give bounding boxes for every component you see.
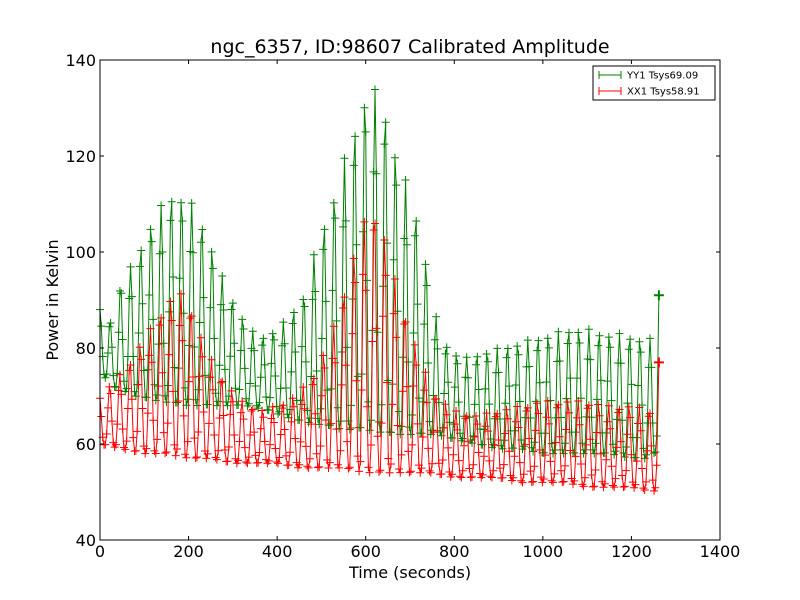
series-end-marker [653,290,664,301]
series-end-marker [653,357,664,368]
y-tick-label: 60 [76,435,96,454]
x-axis-label: Time (seconds) [348,563,471,582]
x-tick-label: 1400 [700,542,741,561]
x-tick-label: 600 [350,542,381,561]
x-tick-label: 0 [95,542,105,561]
legend-marker [598,71,622,79]
y-tick-label: 120 [65,147,96,166]
y-axis: 40 60 80 100 120 140 [65,51,720,550]
legend-item: XX1 Tsys58.91 [598,87,700,98]
y-tick-label: 100 [65,243,96,262]
legend-label: XX1 Tsys58.91 [627,87,700,98]
legend: YY1 Tsys69.09 XX1 Tsys58.91 [592,65,716,101]
y-tick-label: 40 [76,531,96,550]
legend-label: YY1 Tsys69.09 [626,71,698,82]
chart-title: ngc_6357, ID:98607 Calibrated Amplitude [210,36,609,58]
y-tick-label: 80 [76,339,96,358]
y-tick-label: 140 [65,51,96,70]
x-tick-label: 400 [262,542,293,561]
x-tick-label: 200 [173,542,204,561]
plot-frame [99,59,721,541]
x-tick-label: 1200 [611,542,652,561]
legend-item: YY1 Tsys69.09 [598,71,698,82]
x-tick-label: 800 [439,542,470,561]
y-axis-label: Power in Kelvin [43,239,62,360]
legend-marker [598,87,622,95]
x-tick-label: 1000 [522,542,563,561]
x-axis: 0 200 400 600 800 1000 1200 1400 [95,60,740,561]
legend-box [592,65,716,101]
